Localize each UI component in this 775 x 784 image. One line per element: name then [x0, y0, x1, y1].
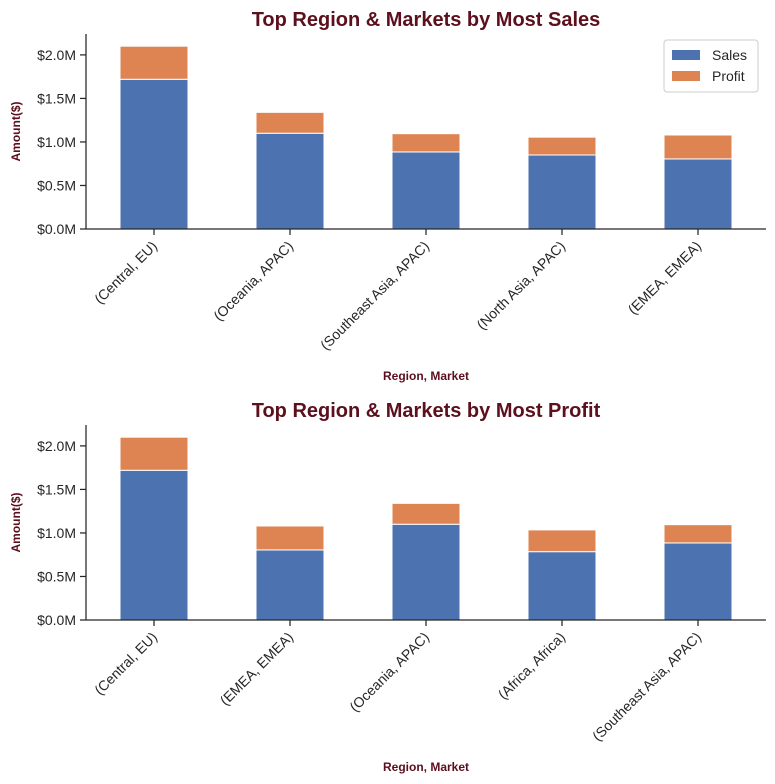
bar-sales-africa-africa	[527, 551, 597, 621]
x-tick-label: (Oceania, APAC)	[346, 629, 432, 715]
x-tick-label: (EMEA, EMEA)	[625, 238, 705, 318]
bar-profit-central-eu	[119, 45, 189, 80]
bar-profit-emea-emea	[663, 134, 733, 160]
x-tick-label: (Southeast Asia, APAC)	[317, 238, 432, 353]
y-tick-label: $1.5M	[37, 481, 76, 497]
x-tick-label: (Central, EU)	[91, 629, 160, 698]
bar-profit-southeast-asia-apac	[391, 133, 461, 153]
bar-sales-north-asia-apac	[527, 154, 597, 230]
chart-title: Top Region & Markets by Most Profit	[252, 400, 601, 422]
y-tick-label: $1.0M	[37, 134, 76, 150]
legend-swatch-profit	[672, 71, 700, 81]
chart-panel-2: Top Region & Markets by Most Profit $0.0M…	[9, 400, 766, 774]
x-axis-label: Region, Market	[383, 369, 469, 383]
x-axis-label: Region, Market	[383, 760, 469, 774]
y-tick-label: $0.5M	[37, 568, 76, 584]
y-tick-label: $0.5M	[37, 177, 76, 193]
y-axis-label: Amount($)	[9, 102, 23, 162]
bar-profit-oceania-apac	[391, 502, 461, 525]
y-tick-label: $1.5M	[37, 90, 76, 106]
legend: Sales Profit	[663, 39, 759, 93]
x-tick-label: (North Asia, APAC)	[473, 238, 568, 333]
chart-title: Top Region & Markets by Most Sales	[252, 9, 601, 31]
x-tick-label: (Southeast Asia, APAC)	[589, 629, 704, 744]
y-tick-label: $0.0M	[37, 221, 76, 237]
bar-sales-central-eu	[119, 469, 189, 621]
legend-entry-profit: Profit	[712, 68, 745, 84]
bar-profit-north-asia-apac	[527, 136, 597, 156]
bar-sales-southeast-asia-apac	[391, 151, 461, 230]
x-tick-label: (EMEA, EMEA)	[217, 629, 297, 709]
bar-sales-oceania-apac	[391, 523, 461, 621]
bar-sales-central-eu	[119, 78, 189, 230]
x-tick-label: (Africa, Africa)	[495, 629, 568, 702]
bar-profit-emea-emea	[255, 525, 325, 551]
y-tick-label: $2.0M	[37, 438, 76, 454]
legend-entry-sales: Sales	[712, 47, 747, 63]
bar-sales-emea-emea	[663, 158, 733, 230]
y-tick-label: $2.0M	[37, 47, 76, 63]
chart-panel-1: Top Region & Markets by Most Sales $0.0M $…	[9, 9, 766, 383]
bar-sales-emea-emea	[255, 549, 325, 621]
y-tick-label: $1.0M	[37, 525, 76, 541]
bar-profit-oceania-apac	[255, 111, 325, 134]
bar-sales-oceania-apac	[255, 132, 325, 230]
x-tick-label: (Oceania, APAC)	[210, 238, 296, 324]
y-axis-label: Amount($)	[9, 493, 23, 553]
bar-profit-africa-africa	[527, 529, 597, 553]
bar-profit-central-eu	[119, 436, 189, 471]
legend-swatch-sales	[672, 50, 700, 60]
bar-sales-southeast-asia-apac	[663, 542, 733, 621]
x-tick-label: (Central, EU)	[91, 238, 160, 307]
bar-profit-southeast-asia-apac	[663, 524, 733, 544]
y-tick-label: $0.0M	[37, 612, 76, 628]
